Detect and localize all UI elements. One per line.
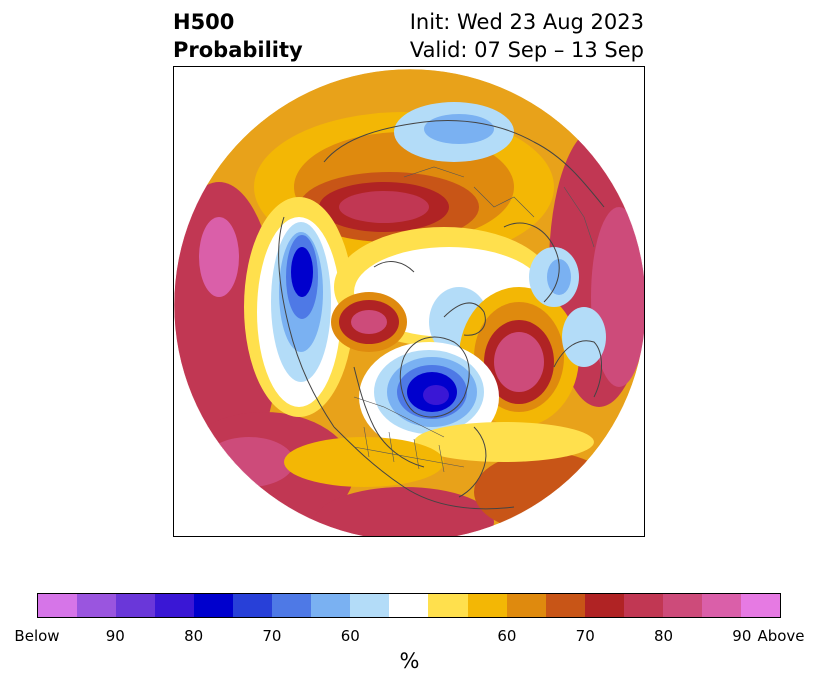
- colorbar-cell: [311, 594, 351, 617]
- colorbar-cell: [701, 594, 741, 617]
- colorbar-tick-label: 60: [340, 627, 360, 645]
- south-high: [314, 487, 494, 536]
- colorbar-cell: [116, 594, 156, 617]
- title-product: Probability: [173, 38, 303, 62]
- colorbar-cell: [662, 594, 702, 617]
- title-left: H500 Probability: [173, 8, 303, 64]
- valid-range: Valid: 07 Sep – 13 Sep: [409, 38, 644, 62]
- colorbar-cell: [740, 594, 780, 617]
- colorbar-tick-label: 80: [184, 627, 204, 645]
- title-right: Init: Wed 23 Aug 2023 Valid: 07 Sep – 13…: [410, 8, 644, 64]
- colorbar-cell: [545, 594, 585, 617]
- colorbar-cell: [506, 594, 546, 617]
- colorbar-cell: [623, 594, 663, 617]
- political-borders: [353, 166, 595, 473]
- colorbar-cell: [389, 594, 429, 617]
- colorbar-tick-label: Above: [757, 627, 805, 645]
- colorbar-cell: [155, 594, 195, 617]
- colorbar-tick-label: 70: [575, 627, 595, 645]
- map-frame: [173, 66, 645, 537]
- colorbar-tick-label: Below: [14, 627, 60, 645]
- colorbar-tick-label: 80: [653, 627, 674, 645]
- colorbar-cell: [350, 594, 390, 617]
- coastlines: [278, 120, 605, 510]
- colorbar-tick-label: 60: [497, 627, 517, 645]
- colorbar-cell: [233, 594, 273, 617]
- colorbar-label: %: [399, 649, 420, 673]
- probability-map: [174, 68, 644, 536]
- init-date: Init: Wed 23 Aug 2023: [409, 10, 644, 34]
- colorbar-ticks: Below 90 80 70 60 60 70 80 90 Above: [0, 627, 819, 647]
- shaded-field: [174, 69, 644, 536]
- colorbar-cell: [194, 594, 234, 617]
- pacific-trough: [291, 247, 313, 297]
- title-variable: H500: [173, 10, 235, 34]
- colorbar-cell: [467, 594, 507, 617]
- colorbar-cell: [38, 594, 78, 617]
- colorbar-tick-label: 70: [262, 627, 282, 645]
- colorbar-cell: [584, 594, 624, 617]
- colorbar-cell: [272, 594, 312, 617]
- colorbar-tick-label: 90: [732, 627, 752, 645]
- colorbar: [37, 593, 781, 618]
- colorbar-cell: [428, 594, 468, 617]
- colorbar-cell: [77, 594, 117, 617]
- colorbar-tick-label: 90: [105, 627, 125, 645]
